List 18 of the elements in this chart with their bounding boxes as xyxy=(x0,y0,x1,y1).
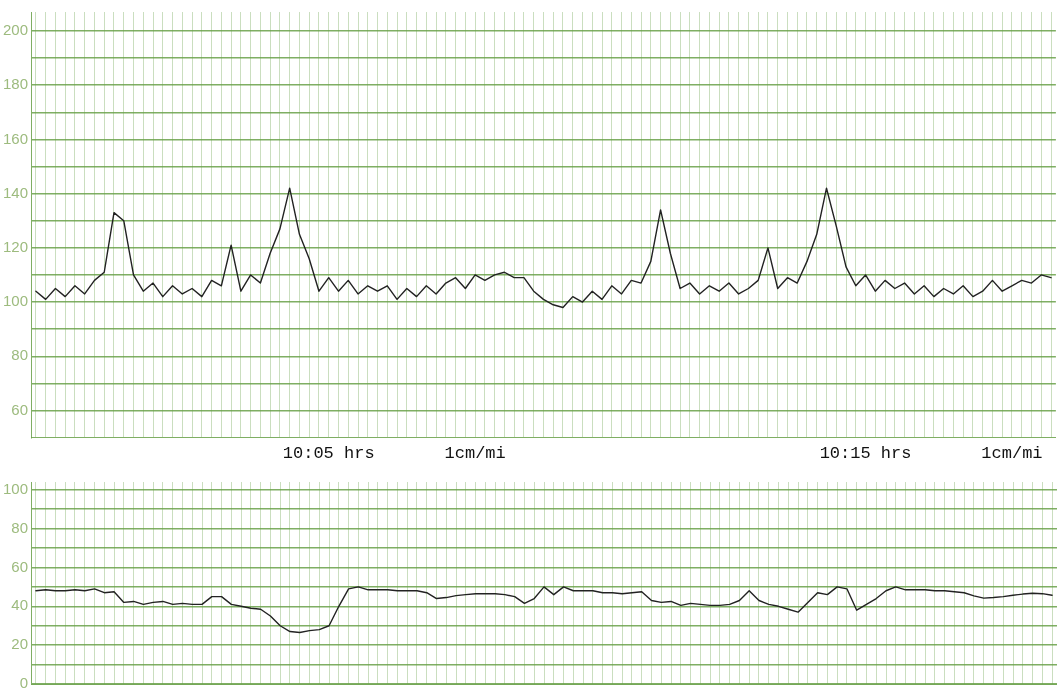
y-tick-label: 160 xyxy=(3,129,29,147)
y-tick-label: 80 xyxy=(11,346,29,364)
y-tick-label: 100 xyxy=(3,292,29,310)
y-tick-label: 180 xyxy=(3,75,29,93)
y-tick-label: 20 xyxy=(11,635,29,653)
y-tick-label: 80 xyxy=(11,518,29,536)
y-tick-label: 40 xyxy=(11,596,29,614)
y-tick-label: 60 xyxy=(11,400,29,418)
x-tick-label: 1cm/mi xyxy=(981,444,1043,464)
y-tick-label: 120 xyxy=(3,237,29,255)
y-tick-label: 100 xyxy=(3,479,29,497)
y-tick-label: 0 xyxy=(19,674,29,692)
x-tick-label: 10:05 hrs xyxy=(282,444,375,464)
x-tick-label: 1cm/mi xyxy=(444,444,506,464)
x-tick-label: 10:15 hrs xyxy=(819,444,912,464)
y-tick-label: 200 xyxy=(3,21,29,39)
y-tick-label: 60 xyxy=(11,557,29,575)
y-tick-label: 140 xyxy=(3,183,29,201)
